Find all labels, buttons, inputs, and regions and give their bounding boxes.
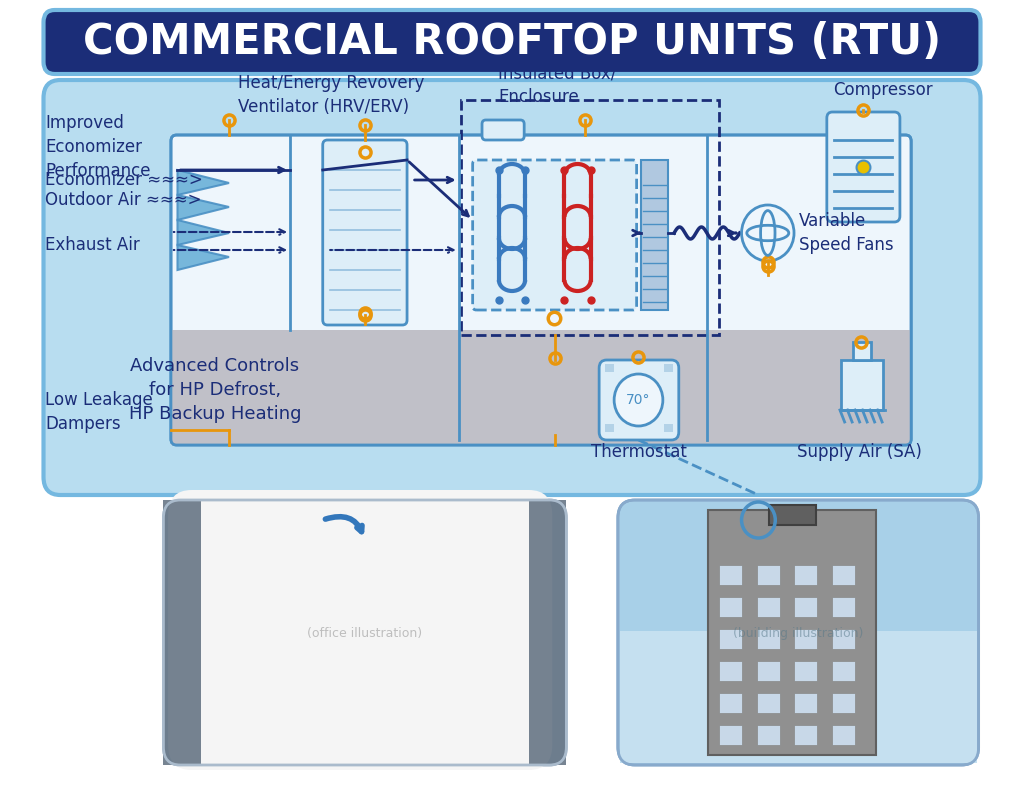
Bar bbox=[462, 100, 719, 335]
FancyBboxPatch shape bbox=[323, 140, 408, 325]
Bar bbox=[853, 342, 870, 360]
Bar bbox=[605, 424, 614, 432]
Bar bbox=[708, 510, 877, 755]
Bar bbox=[794, 725, 817, 745]
Text: Improved
Economizer
Performance: Improved Economizer Performance bbox=[45, 115, 151, 179]
FancyBboxPatch shape bbox=[473, 160, 637, 310]
Text: (building illustration): (building illustration) bbox=[732, 626, 863, 639]
Bar bbox=[664, 424, 673, 432]
Bar bbox=[719, 725, 742, 745]
Bar bbox=[719, 693, 742, 713]
Text: Heat/Energy Revovery
Ventilator (HRV/ERV): Heat/Energy Revovery Ventilator (HRV/ERV… bbox=[239, 74, 425, 116]
Text: 70°: 70° bbox=[627, 393, 650, 407]
Bar bbox=[664, 364, 673, 372]
Bar bbox=[620, 631, 977, 763]
Bar bbox=[719, 597, 742, 617]
FancyBboxPatch shape bbox=[164, 500, 566, 765]
Bar bbox=[719, 661, 742, 681]
Bar bbox=[605, 364, 614, 372]
Text: Economizer ≈≈≈>: Economizer ≈≈≈> bbox=[45, 171, 203, 189]
Bar bbox=[164, 500, 201, 765]
Text: COMMERCIAL ROOFTOP UNITS (RTU): COMMERCIAL ROOFTOP UNITS (RTU) bbox=[83, 21, 941, 63]
FancyBboxPatch shape bbox=[826, 112, 900, 222]
Bar bbox=[757, 725, 780, 745]
Text: Advanced Controls
for HP Defrost,
HP Backup Heating: Advanced Controls for HP Defrost, HP Bac… bbox=[129, 357, 301, 423]
Bar bbox=[757, 565, 780, 585]
Bar bbox=[794, 661, 817, 681]
Bar bbox=[719, 565, 742, 585]
Bar bbox=[757, 661, 780, 681]
Bar bbox=[794, 629, 817, 649]
Bar bbox=[831, 565, 855, 585]
Bar bbox=[831, 629, 855, 649]
Bar bbox=[831, 725, 855, 745]
Bar bbox=[841, 360, 883, 410]
Bar bbox=[528, 500, 566, 765]
Bar bbox=[641, 160, 668, 310]
Text: Compressor: Compressor bbox=[834, 81, 933, 99]
Text: Thermostat: Thermostat bbox=[591, 443, 686, 461]
FancyBboxPatch shape bbox=[599, 360, 679, 440]
Bar bbox=[757, 629, 780, 649]
FancyBboxPatch shape bbox=[43, 10, 981, 74]
Bar bbox=[794, 693, 817, 713]
Bar bbox=[794, 565, 817, 585]
Bar bbox=[171, 330, 911, 445]
Text: Exhaust Air: Exhaust Air bbox=[45, 236, 140, 254]
Bar bbox=[719, 629, 742, 649]
Polygon shape bbox=[177, 170, 229, 195]
FancyBboxPatch shape bbox=[617, 500, 979, 765]
Text: Supply Air (SA): Supply Air (SA) bbox=[798, 443, 922, 461]
Polygon shape bbox=[177, 220, 229, 245]
Bar bbox=[831, 661, 855, 681]
Bar bbox=[831, 693, 855, 713]
Polygon shape bbox=[177, 245, 229, 270]
Text: (office illustration): (office illustration) bbox=[307, 626, 423, 639]
Text: Outdoor Air ≈≈≈>: Outdoor Air ≈≈≈> bbox=[45, 191, 202, 209]
Bar bbox=[794, 597, 817, 617]
Bar bbox=[769, 505, 815, 525]
Polygon shape bbox=[177, 195, 229, 220]
Text: Low Leakage
Dampers: Low Leakage Dampers bbox=[45, 391, 154, 433]
FancyBboxPatch shape bbox=[43, 80, 981, 495]
Circle shape bbox=[614, 374, 663, 426]
Text: Insulated Box/
Enclosure: Insulated Box/ Enclosure bbox=[498, 64, 616, 106]
Bar bbox=[831, 597, 855, 617]
Text: Variable
Speed Fans: Variable Speed Fans bbox=[799, 213, 893, 254]
Bar bbox=[757, 693, 780, 713]
FancyBboxPatch shape bbox=[171, 135, 911, 445]
Bar bbox=[757, 597, 780, 617]
FancyBboxPatch shape bbox=[482, 120, 524, 140]
FancyBboxPatch shape bbox=[168, 490, 552, 770]
